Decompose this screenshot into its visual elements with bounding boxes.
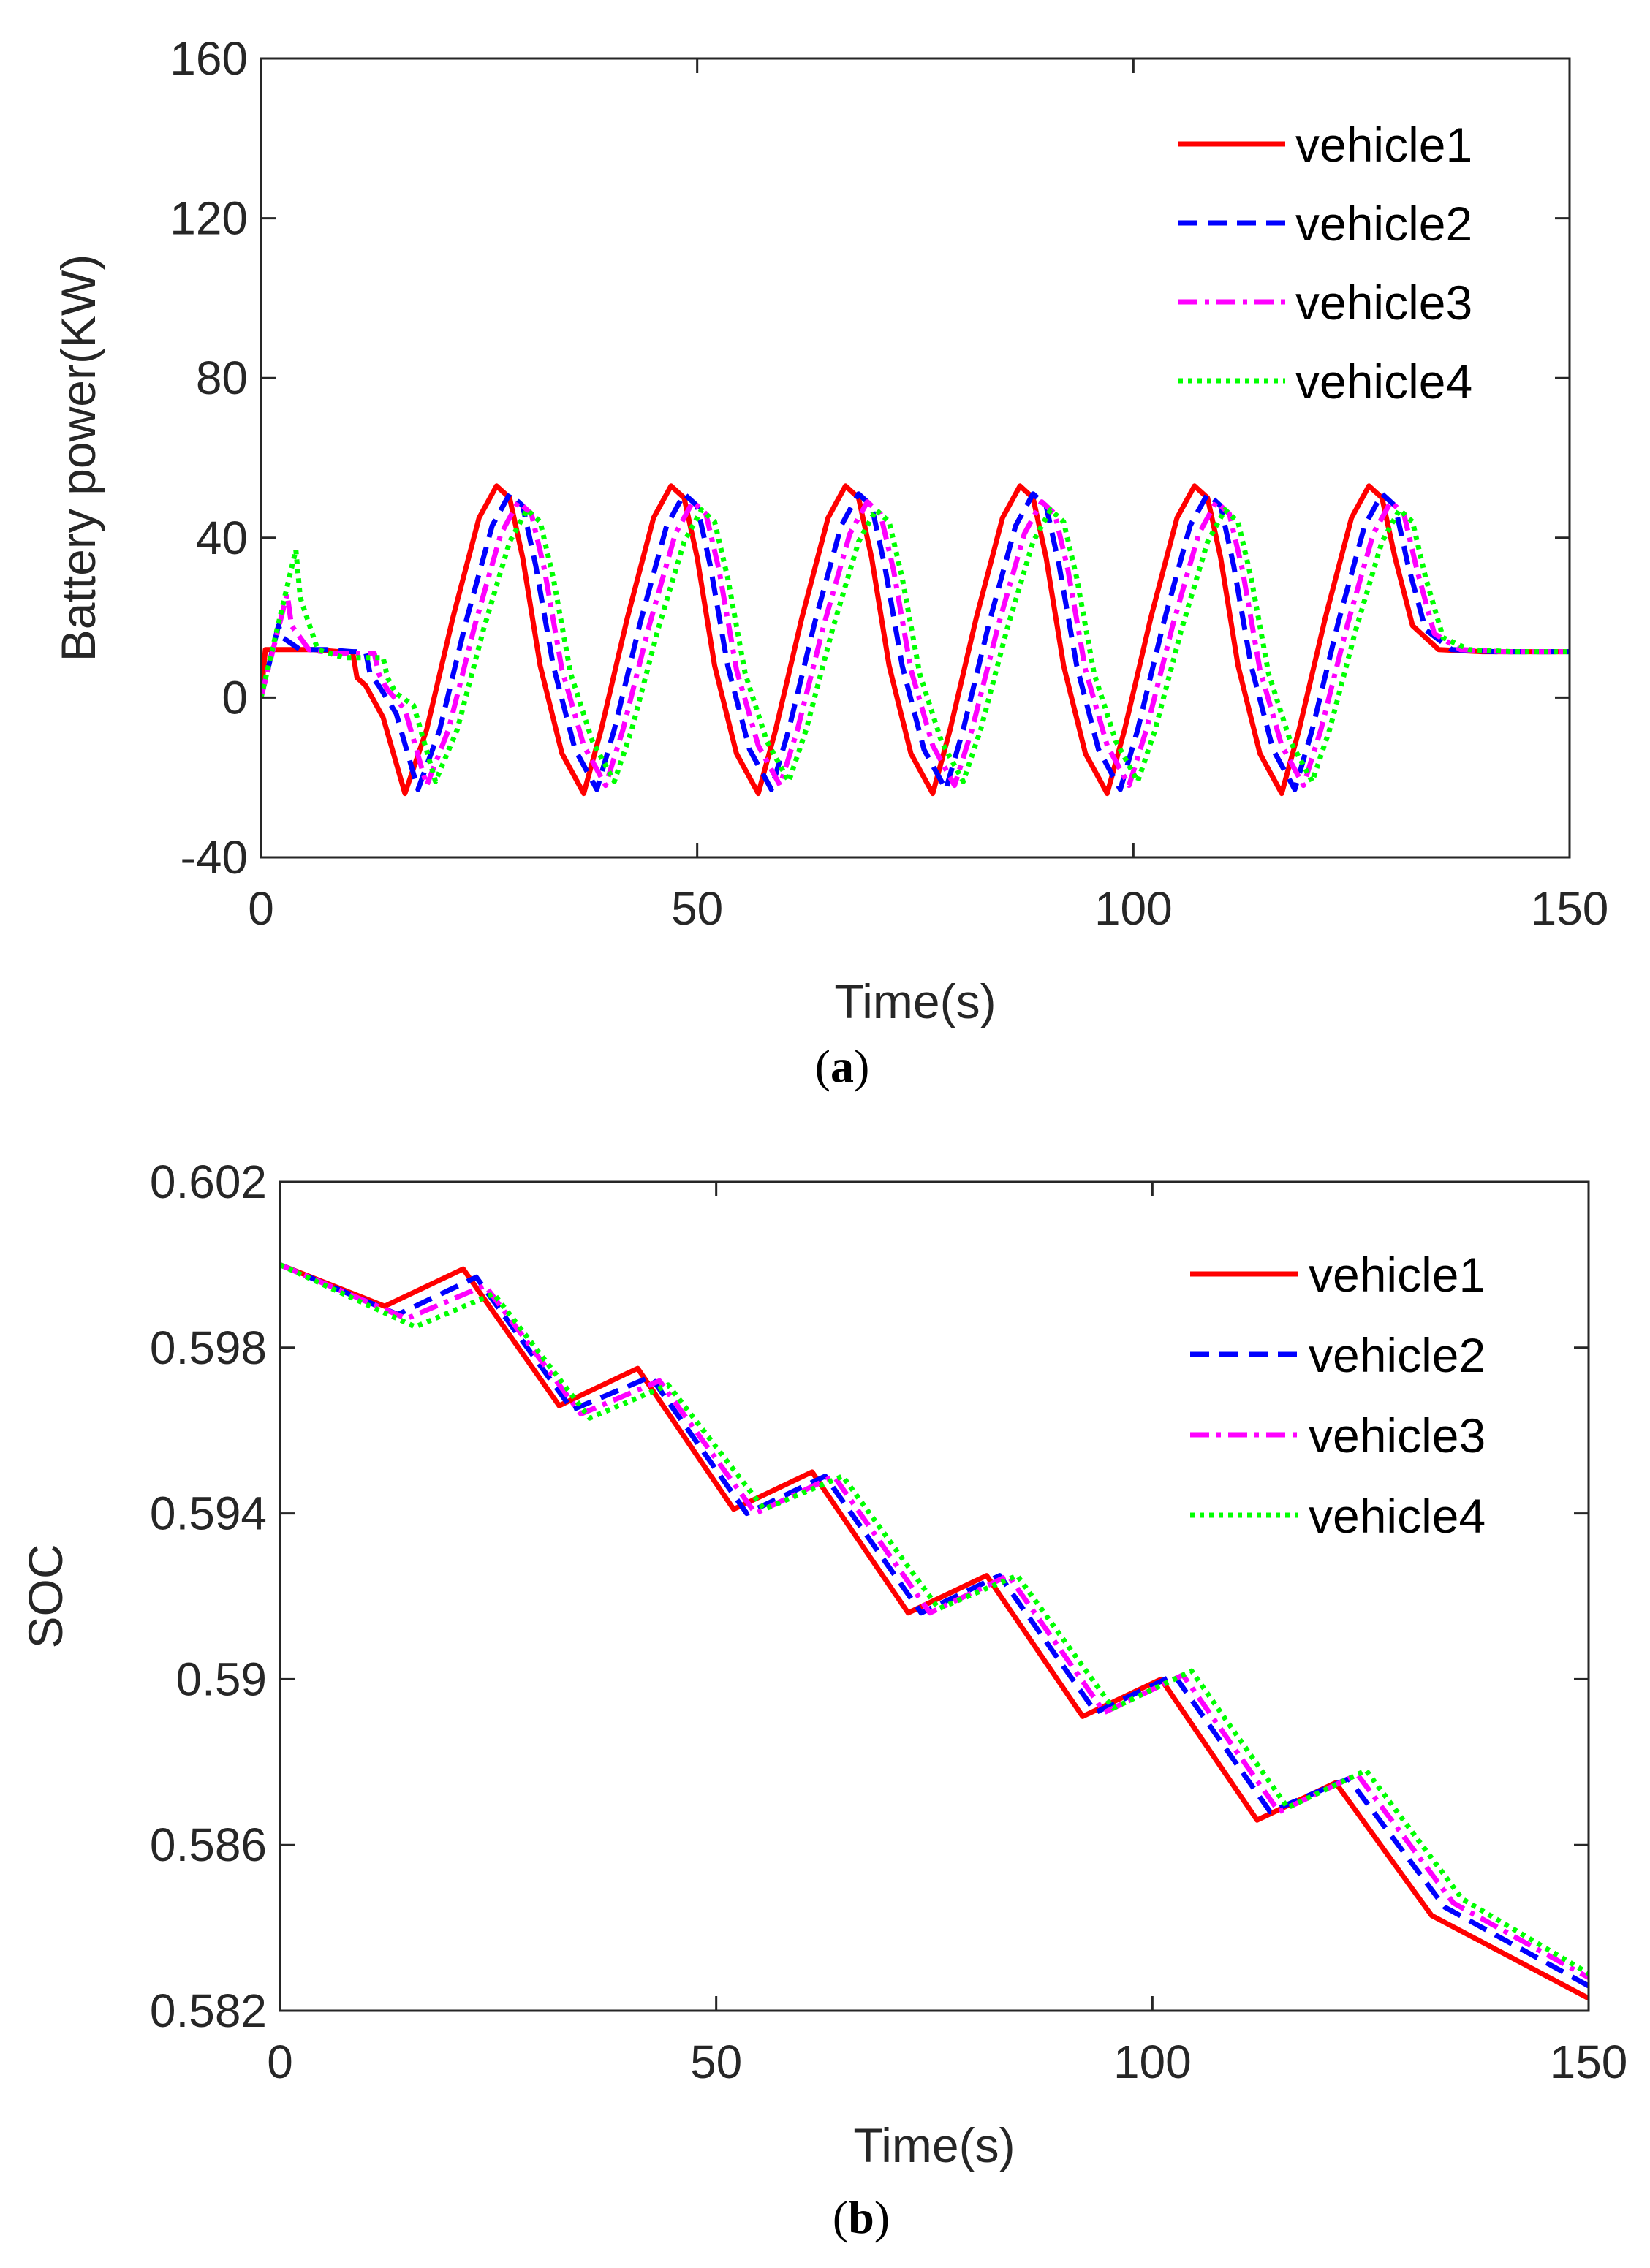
y-tick-label: 0.59 [175,1653,267,1705]
legend-label-vehicle1: vehicle1 [1309,1248,1486,1302]
x-tick-label: 50 [671,882,723,935]
plot-area [261,58,1570,857]
legend-label-vehicle2: vehicle2 [1309,1328,1486,1382]
series-line-vehicle3 [261,499,1570,789]
y-tick-label: 120 [170,192,248,245]
axes-box [260,57,1571,859]
axes-box [279,1180,1590,2012]
x-axis-label: Time(s) [853,2118,1015,2172]
legend-label-vehicle3: vehicle3 [1309,1408,1486,1463]
y-axis-label: SOC [18,1544,72,1648]
series-group [261,483,1570,797]
series-line-vehicle2 [261,491,1570,792]
y-tick-label: 0.602 [150,1156,267,1208]
series-line-vehicle4 [280,1262,1589,1976]
y-tick-label: 40 [196,512,248,564]
x-tick-label: 0 [248,882,274,935]
x-tick-label: 100 [1113,2036,1192,2088]
panel-caption: (a) [815,1040,870,1092]
legend-label-vehicle3: vehicle3 [1295,276,1472,330]
x-tick-label: 50 [690,2036,742,2088]
x-axis-label: Time(s) [834,974,996,1028]
series-line-vehicle2 [280,1262,1589,1989]
legend: vehicle1 vehicle2 vehicle3 vehicle4 [1190,1248,1486,1543]
y-tick-label: 0.594 [150,1487,267,1540]
x-tick-label: 150 [1550,2036,1628,2088]
y-axis-label: Battery power(KW) [51,254,105,661]
legend-label-vehicle2: vehicle2 [1295,197,1472,251]
y-tick-label: -40 [181,831,249,884]
plot-area [280,1182,1589,2011]
series-line-vehicle1 [261,483,1570,797]
x-tick-label: 0 [267,2036,293,2088]
legend-label-vehicle4: vehicle4 [1309,1489,1486,1543]
x-tick-label: 150 [1531,882,1609,935]
y-tick-label: 0 [222,671,248,724]
legend-label-vehicle4: vehicle4 [1295,354,1472,409]
legend-label-vehicle1: vehicle1 [1295,118,1472,172]
series-line-vehicle3 [280,1262,1589,1980]
series-line-vehicle4 [261,507,1570,784]
x-tick-label: 100 [1094,882,1173,935]
chart-panel-b: 0 50 100 150 0.582 0.586 0.59 0.594 0.598 0.602 Ti… [18,1156,1627,2243]
y-tick-label: 80 [196,352,248,404]
series-group [280,1262,1589,2001]
legend: vehicle1 vehicle2 vehicle3 vehicle4 [1178,118,1472,409]
panel-caption: (b) [833,2191,890,2243]
y-tick-label: 0.598 [150,1321,267,1374]
y-tick-label: 0.582 [150,1984,267,2037]
y-tick-label: 160 [170,32,248,85]
y-tick-label: 0.586 [150,1818,267,1871]
